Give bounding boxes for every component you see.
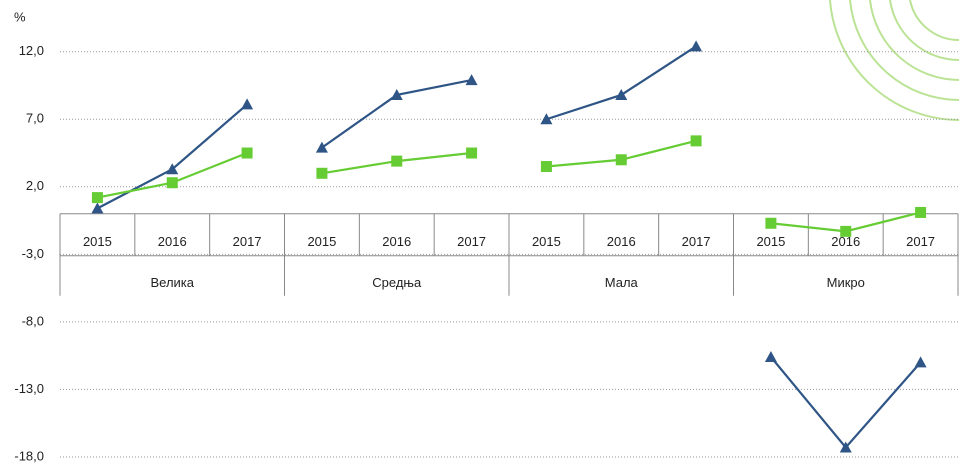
marker — [316, 167, 328, 179]
marker — [540, 113, 553, 125]
y-tick-label: 2,0 — [26, 178, 44, 193]
group-label: Мала — [605, 275, 639, 290]
x-tick-label: 2015 — [307, 234, 336, 249]
x-tick-label: 2016 — [607, 234, 636, 249]
y-tick-label: -3,0 — [22, 246, 44, 261]
y-tick-label: 7,0 — [26, 111, 44, 126]
marker — [840, 225, 852, 237]
marker — [465, 74, 478, 86]
marker — [166, 163, 179, 175]
marker — [690, 40, 703, 52]
x-tick-label: 2017 — [233, 234, 262, 249]
marker — [914, 356, 927, 368]
marker — [241, 147, 253, 159]
x-tick-label: 2016 — [158, 234, 187, 249]
x-tick-label: 2015 — [532, 234, 561, 249]
x-tick-label: 2017 — [457, 234, 486, 249]
marker — [915, 206, 927, 218]
marker — [839, 441, 852, 453]
group-label: Велика — [150, 275, 194, 290]
x-tick-label: 2016 — [382, 234, 411, 249]
marker — [166, 177, 178, 189]
x-tick-label: 2016 — [831, 234, 860, 249]
marker — [91, 202, 104, 214]
marker — [241, 98, 254, 110]
y-tick-label: -18,0 — [14, 448, 44, 463]
x-tick-label: 2015 — [756, 234, 785, 249]
group-label: Средња — [372, 275, 422, 290]
marker — [391, 155, 403, 167]
marker — [540, 161, 552, 173]
x-tick-label: 2015 — [83, 234, 112, 249]
marker — [615, 154, 627, 166]
marker — [91, 192, 103, 204]
series-line — [546, 45, 697, 121]
series-line — [97, 152, 248, 199]
y-axis-label: % — [14, 9, 26, 24]
marker — [615, 88, 628, 100]
y-tick-label: -8,0 — [22, 313, 44, 328]
decoration — [829, 0, 959, 121]
marker — [315, 141, 328, 153]
marker — [466, 147, 478, 159]
x-tick-label: 2017 — [906, 234, 935, 249]
y-tick-label: -13,0 — [14, 381, 44, 396]
marker — [390, 88, 403, 100]
series-line — [770, 356, 922, 450]
marker — [690, 135, 702, 147]
y-tick-label: 12,0 — [19, 43, 44, 58]
group-label: Микро — [827, 275, 865, 290]
x-tick-label: 2017 — [682, 234, 711, 249]
marker — [765, 217, 777, 229]
marker — [764, 350, 777, 362]
